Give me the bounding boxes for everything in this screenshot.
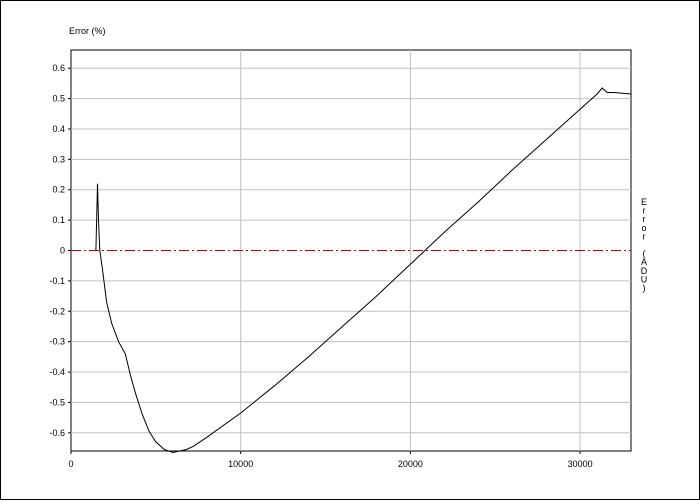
series-line-error bbox=[95, 87, 632, 454]
x-axis-ticks: 0 10000 20000 30000 bbox=[68, 451, 593, 469]
y-tick-label: 0.6 bbox=[52, 63, 65, 73]
y-tick-label: 0 bbox=[60, 246, 65, 256]
y-tick-label: 0.3 bbox=[52, 154, 65, 164]
y-tick-label: 0.1 bbox=[52, 215, 65, 225]
y-tick-label: -0.4 bbox=[49, 367, 65, 377]
x-tick-label: 0 bbox=[68, 459, 73, 469]
y-axis-ticks: 0.6 0.5 0.4 0.3 0.2 0.1 0 -0.1 -0.2 -0.3 -0.4 -0.5 -… bbox=[49, 63, 71, 438]
y-tick-label: 0.4 bbox=[52, 124, 65, 134]
grid-lines bbox=[71, 50, 631, 451]
y-tick-label: 0.5 bbox=[52, 94, 65, 104]
x-tick-label: 20000 bbox=[398, 459, 423, 469]
y-tick-label: -0.5 bbox=[49, 397, 65, 407]
y-tick-label: -0.6 bbox=[49, 428, 65, 438]
y-axis-label: Error (%) bbox=[69, 26, 106, 36]
y-tick-label: 0.2 bbox=[52, 185, 65, 195]
y-tick-label: -0.3 bbox=[49, 337, 65, 347]
y-tick-label: -0.1 bbox=[49, 276, 65, 286]
x-tick-label: 10000 bbox=[228, 459, 253, 469]
y-tick-label: -0.2 bbox=[49, 306, 65, 316]
x-tick-label: 30000 bbox=[568, 459, 593, 469]
